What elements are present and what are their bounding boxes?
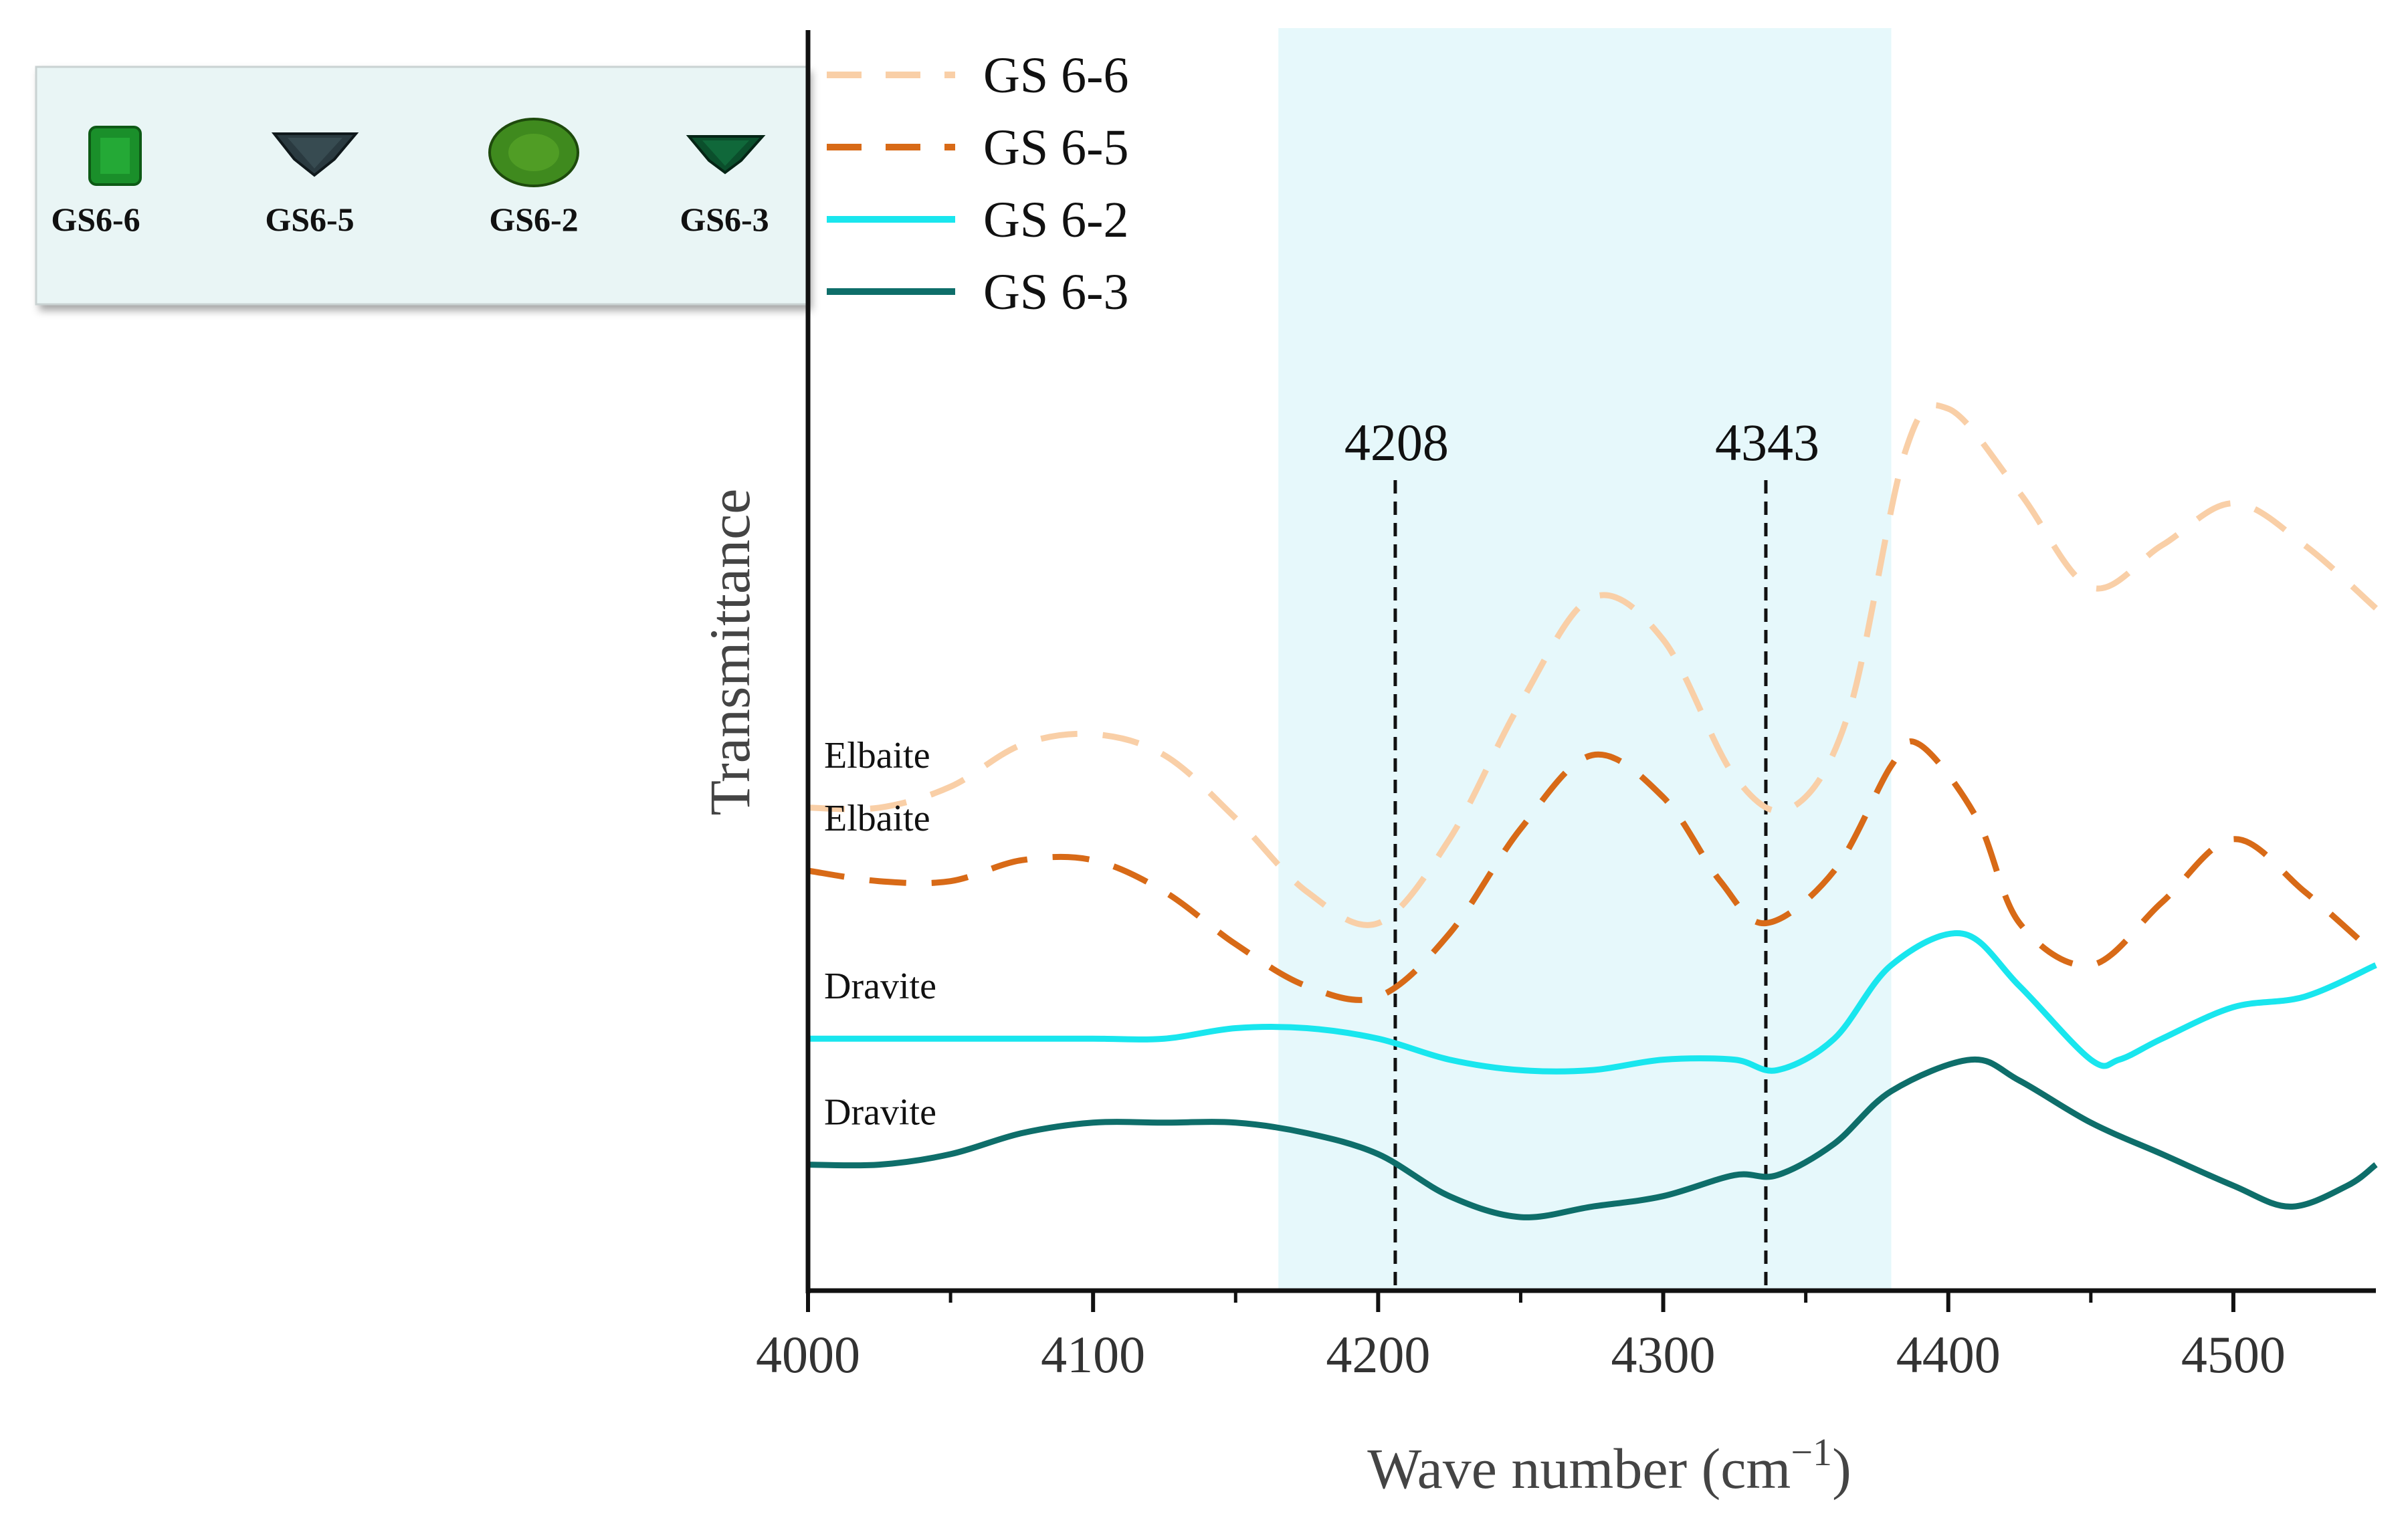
- specimen-label: GS6-6: [51, 201, 140, 238]
- gem-gs6-3-icon: [686, 135, 766, 175]
- y-axis-title: Transmittance: [698, 489, 762, 816]
- legend-label: GS 6-2: [983, 192, 1128, 248]
- reference-line-label: 4343: [1715, 413, 1819, 471]
- reference-lines: 4208 4343: [1344, 413, 1819, 1291]
- legend: GS 6-6 GS 6-5 GS 6-2 GS 6-3: [827, 47, 1128, 320]
- specimen-label: GS6-5: [265, 201, 354, 238]
- specimen-label: GS6-3: [680, 201, 769, 238]
- x-tick-label: 4300: [1611, 1325, 1716, 1384]
- gem-gs6-2-icon: [488, 118, 579, 187]
- gem-gs6-6-icon: [88, 126, 142, 186]
- x-tick-label: 4000: [756, 1325, 860, 1384]
- series-annotation: Elbaite: [824, 735, 930, 776]
- series-line-4: [807, 1056, 2378, 1220]
- series-annotation: Dravite: [824, 1092, 936, 1133]
- x-tick-label: 4100: [1041, 1325, 1145, 1384]
- highlight-region: [1278, 28, 1892, 1291]
- series-layer: [807, 402, 2378, 1220]
- series-line-2: [807, 738, 2378, 1003]
- x-tick-label: 4200: [1326, 1325, 1430, 1384]
- specimen-label: GS6-2: [489, 201, 578, 238]
- reference-line-label: 4208: [1344, 413, 1449, 471]
- legend-label: GS 6-3: [983, 264, 1128, 320]
- series-annotation: Dravite: [824, 966, 936, 1007]
- legend-label: GS 6-6: [983, 47, 1128, 104]
- series-line-3: [808, 930, 2377, 1075]
- series-annotations: Elbaite Elbaite Dravite Dravite: [824, 735, 936, 1133]
- legend-label: GS 6-5: [983, 120, 1128, 176]
- specimen-inset: GS6-6 GS6-5 GS6-2 GS6-3: [35, 66, 808, 306]
- x-tick-label: 4400: [1896, 1325, 2001, 1384]
- x-tick-label: 4500: [2181, 1325, 2286, 1384]
- x-axis-title: Wave number (cm−1): [1367, 1430, 1851, 1501]
- series-line-1: [807, 402, 2378, 928]
- gem-gs6-5-icon: [271, 132, 359, 177]
- axes: 4000 4100 4200 4300 4400 4500: [756, 30, 2376, 1384]
- series-annotation: Elbaite: [824, 798, 930, 839]
